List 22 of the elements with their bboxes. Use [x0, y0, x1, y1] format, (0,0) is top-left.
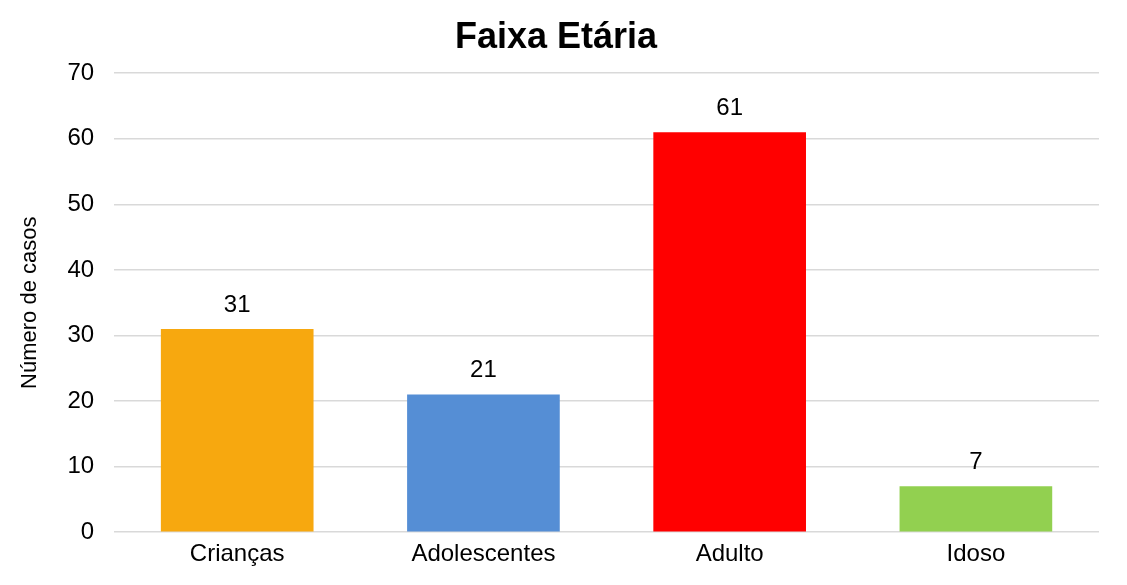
data-label: 7: [969, 446, 983, 474]
y-tick-label: 70: [67, 57, 95, 85]
y-tick-label: 50: [67, 188, 95, 216]
bar: [160, 328, 314, 532]
y-tick-label: 30: [67, 320, 95, 348]
bar: [653, 132, 806, 532]
data-label: 31: [223, 289, 251, 317]
bar: [407, 394, 560, 532]
y-tick-label: 10: [67, 451, 95, 479]
x-tick-label: Adulto: [695, 539, 764, 567]
chart-title: Faixa Etária: [454, 14, 659, 56]
y-tick-label: 60: [67, 123, 95, 151]
x-tick-label: Crianças: [189, 539, 285, 567]
bar: [899, 486, 1053, 532]
data-label: 61: [716, 92, 744, 120]
y-tick-label: 0: [80, 516, 95, 544]
y-tick-label: 40: [67, 254, 95, 282]
x-tick-label: Adolescentes: [411, 539, 556, 567]
y-tick-label: 20: [67, 385, 95, 413]
y-axis-title: Número de casos: [16, 216, 42, 389]
data-label: 21: [470, 355, 497, 383]
x-tick-label: Idoso: [946, 539, 1006, 567]
